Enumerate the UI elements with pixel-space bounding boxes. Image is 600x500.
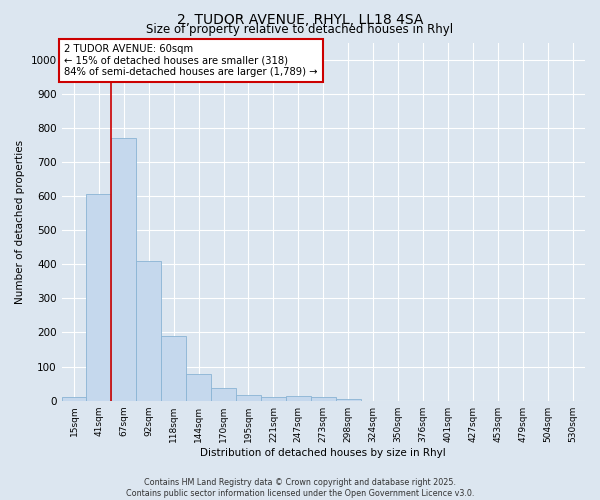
Bar bbox=[211, 388, 236, 400]
Bar bbox=[336, 399, 361, 400]
Bar bbox=[311, 398, 336, 400]
Bar bbox=[261, 398, 286, 400]
Text: 2 TUDOR AVENUE: 60sqm
← 15% of detached houses are smaller (318)
84% of semi-det: 2 TUDOR AVENUE: 60sqm ← 15% of detached … bbox=[64, 44, 317, 78]
Bar bbox=[112, 138, 136, 400]
Bar bbox=[186, 374, 211, 400]
Bar bbox=[62, 396, 86, 400]
Text: 2, TUDOR AVENUE, RHYL, LL18 4SA: 2, TUDOR AVENUE, RHYL, LL18 4SA bbox=[177, 12, 423, 26]
Y-axis label: Number of detached properties: Number of detached properties bbox=[15, 140, 25, 304]
Bar bbox=[236, 394, 261, 400]
Bar bbox=[286, 396, 311, 400]
Bar bbox=[136, 261, 161, 400]
Text: Size of property relative to detached houses in Rhyl: Size of property relative to detached ho… bbox=[146, 22, 454, 36]
Bar bbox=[161, 336, 186, 400]
X-axis label: Distribution of detached houses by size in Rhyl: Distribution of detached houses by size … bbox=[200, 448, 446, 458]
Text: Contains HM Land Registry data © Crown copyright and database right 2025.
Contai: Contains HM Land Registry data © Crown c… bbox=[126, 478, 474, 498]
Bar bbox=[86, 194, 112, 400]
